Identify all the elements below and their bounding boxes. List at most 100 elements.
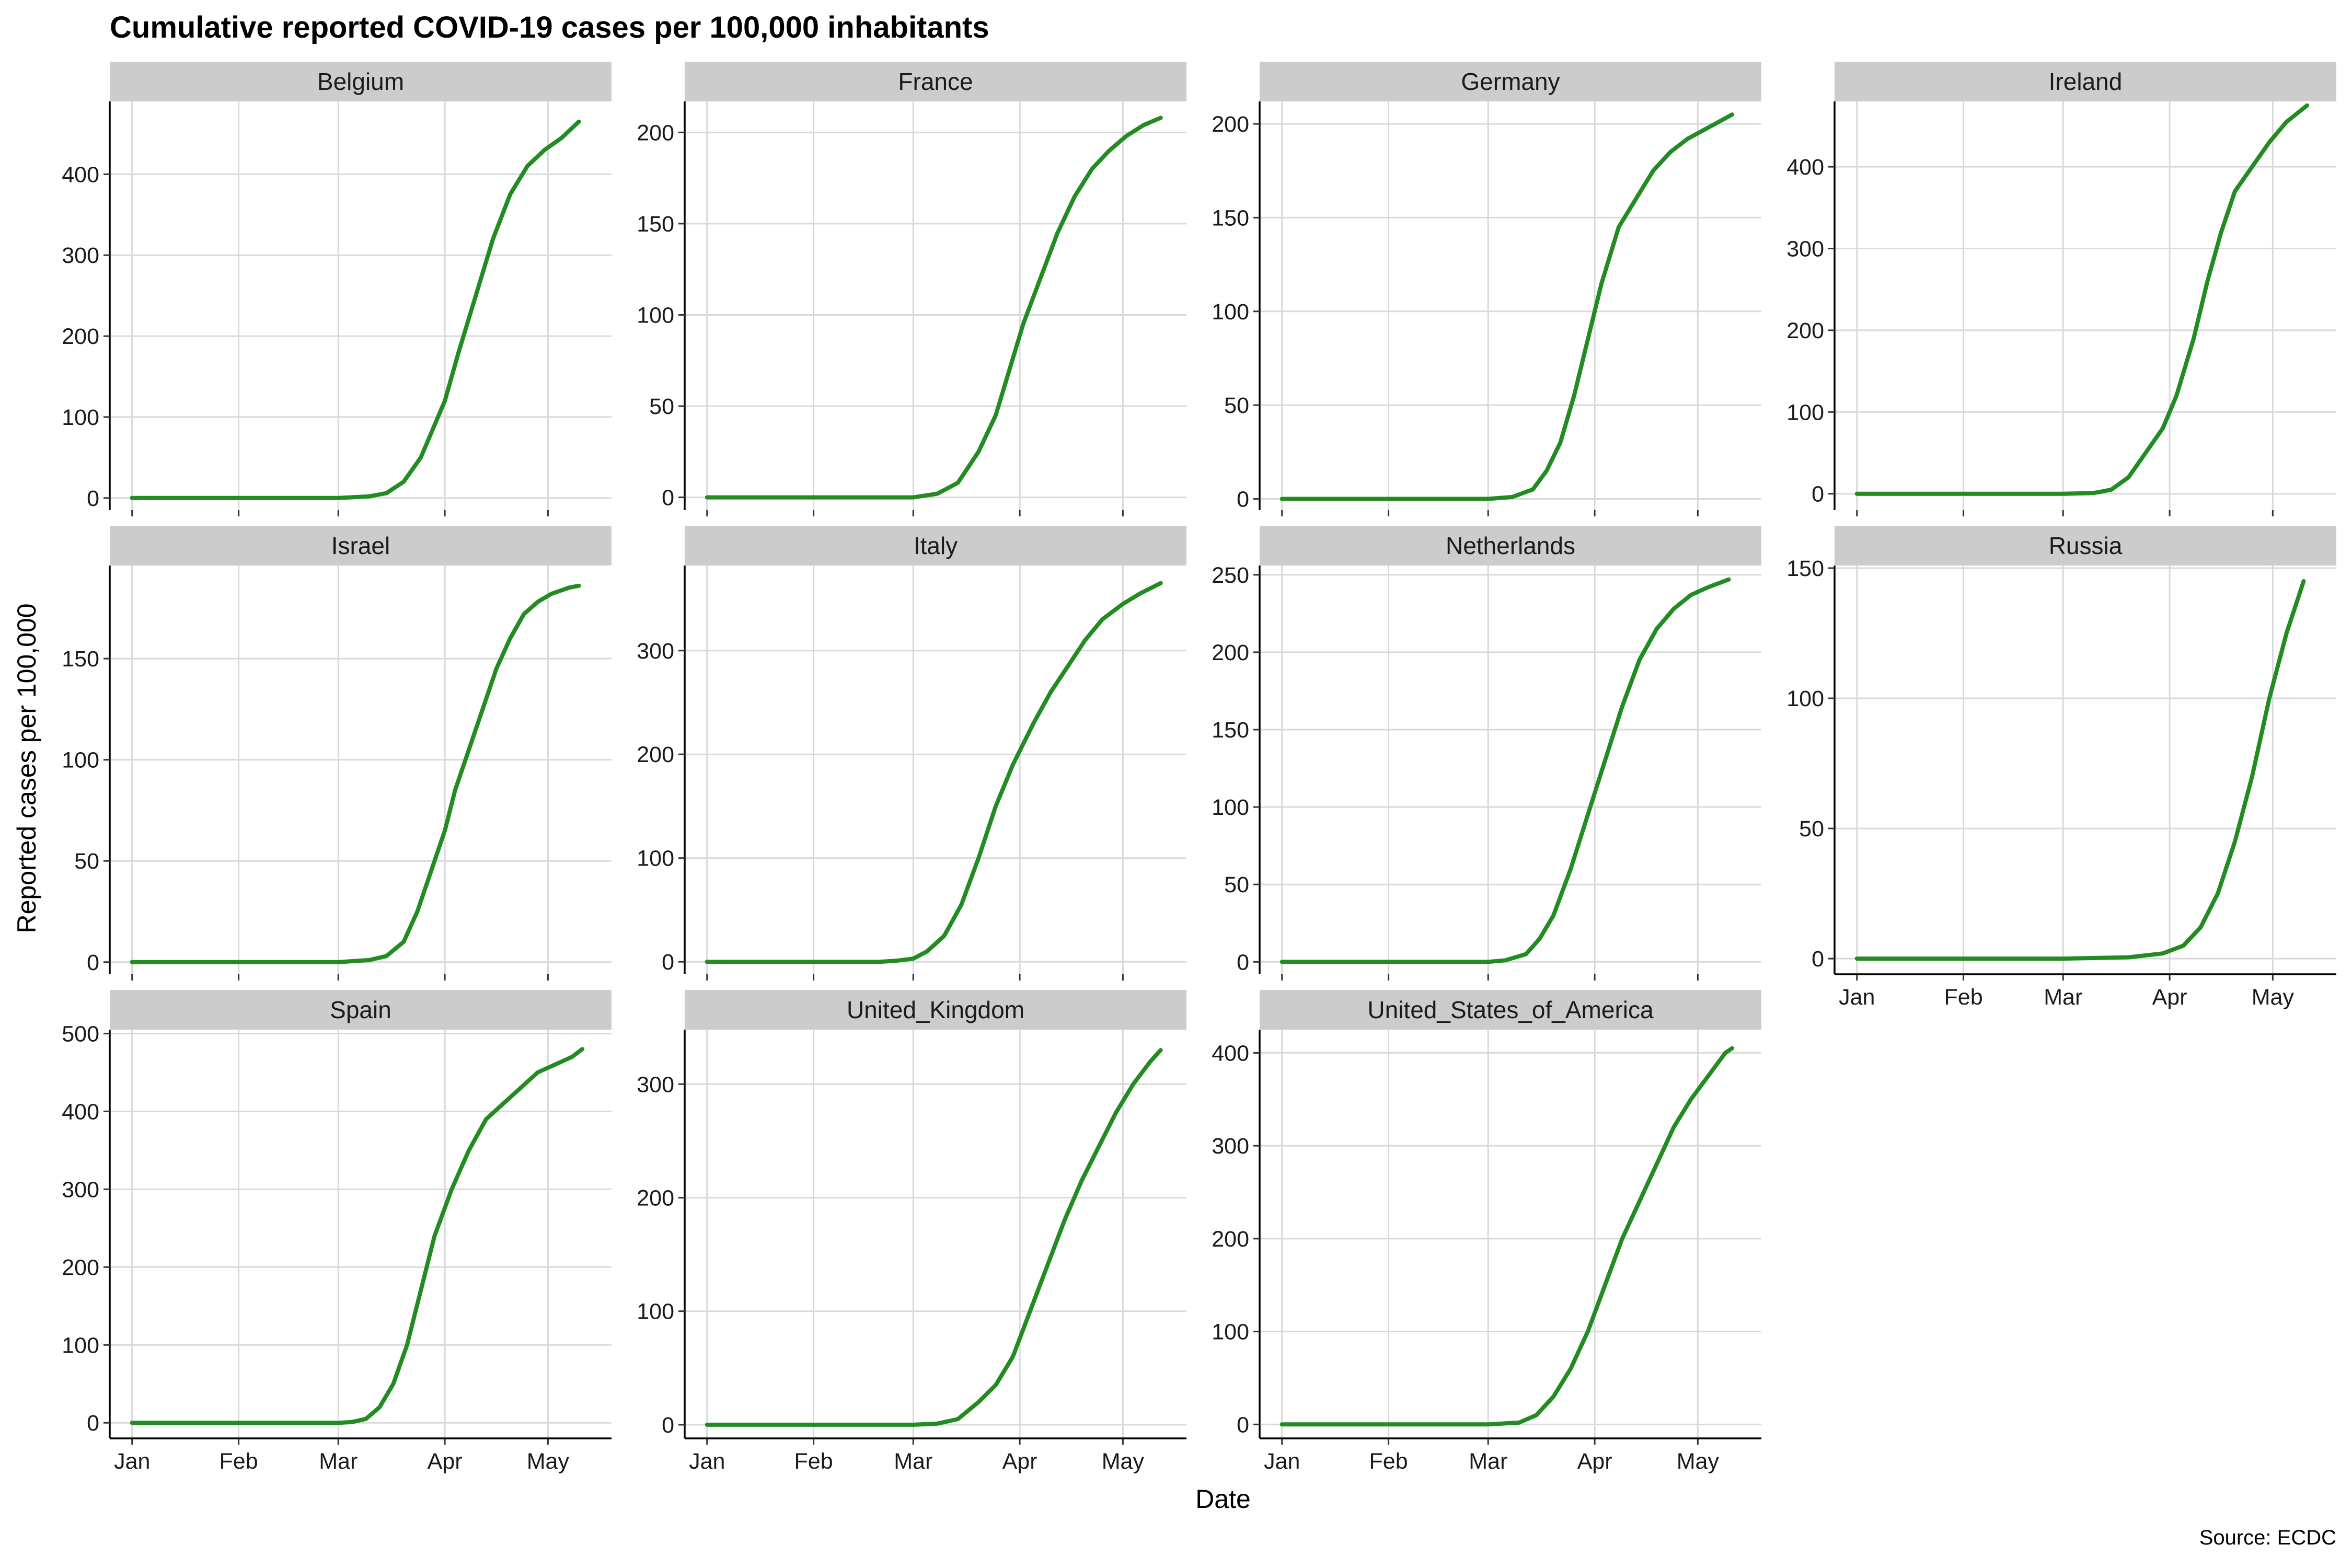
y-tick-label: 150 [1212, 718, 1249, 743]
strip-label-france: France [898, 68, 973, 95]
y-tick-label: 0 [662, 950, 674, 975]
strip-russia [1835, 526, 2336, 566]
y-axis-title: Reported cases per 100,000 [12, 604, 41, 933]
y-tick-label: 50 [1224, 393, 1249, 418]
y-tick-label: 300 [637, 639, 674, 664]
panel-spain: Spain 0 100 200 300 400 500 Jan Feb Mar Apr May [62, 990, 612, 1474]
y-tick-label: 300 [1786, 237, 1824, 262]
x-tick-label: Apr [1002, 1449, 1037, 1474]
y-tick-label: 100 [1212, 299, 1249, 325]
y-tick-label: 0 [1237, 950, 1249, 975]
y-tick-label: 200 [1212, 112, 1249, 137]
y-tick-label: 150 [1212, 205, 1249, 230]
y-tick-label: 300 [62, 1177, 99, 1202]
y-tick-label: 100 [1212, 795, 1249, 820]
y-tick-label: 400 [1212, 1041, 1249, 1066]
y-tick-label: 300 [1212, 1134, 1249, 1159]
y-tick-label: 400 [62, 1099, 99, 1124]
source-caption: Source: ECDC [2199, 1526, 2336, 1549]
y-tick-label: 100 [1212, 1320, 1249, 1345]
x-tick-label: Jan [689, 1449, 725, 1474]
y-tick-label: 200 [62, 324, 99, 349]
panel-russia: Russia 0 50 100 150 Jan Feb Mar Apr May [1786, 526, 2336, 1010]
y-tick-label: 200 [637, 1185, 674, 1210]
y-tick-label: 100 [637, 1299, 674, 1324]
y-tick-label: 100 [637, 303, 674, 328]
strip-label-russia: Russia [2049, 532, 2123, 559]
y-tick-label: 200 [62, 1255, 99, 1280]
panel-france: France 0 50 100 150 200 [637, 62, 1186, 516]
x-tick-label: Mar [894, 1449, 932, 1474]
y-tick-label: 250 [1212, 563, 1249, 588]
x-tick-label: Jan [114, 1449, 150, 1474]
y-tick-label: 400 [1786, 155, 1824, 180]
y-tick-label: 200 [1786, 318, 1824, 343]
series-line-united-states-of-america [1279, 1046, 1735, 1427]
x-tick-label: Jan [1839, 985, 1875, 1010]
series-line-germany [1279, 112, 1735, 501]
x-tick-label: Feb [1944, 985, 1983, 1010]
strip-ireland [1835, 62, 2336, 101]
y-tick-label: 0 [1237, 1412, 1249, 1437]
strip-israel [110, 526, 612, 566]
y-tick-label: 100 [62, 405, 99, 430]
y-tick-label: 300 [62, 243, 99, 268]
strip-germany [1260, 62, 1761, 101]
x-tick-label: Mar [2044, 985, 2082, 1010]
strip-label-netherlands: Netherlands [1446, 532, 1575, 559]
y-tick-label: 200 [1212, 1227, 1249, 1252]
series-line-belgium [130, 119, 581, 500]
series-line-netherlands [1279, 577, 1731, 964]
strip-label-germany: Germany [1461, 68, 1560, 95]
panel-israel: Israel 0 50 100 150 [62, 526, 612, 981]
y-tick-label: 50 [649, 394, 674, 419]
panel-united-states-of-america: United_States_of_America 0 100 200 300 400 Jan… [1212, 990, 1761, 1474]
series-line-france [705, 116, 1163, 500]
x-tick-label: Mar [319, 1449, 358, 1474]
y-tick-label: 0 [662, 1413, 674, 1438]
y-tick-label: 0 [1812, 947, 1824, 972]
series-line-ireland [1854, 103, 2310, 496]
panel-united-kingdom: United_Kingdom 0 100 200 300 Jan Feb Mar Apr May [637, 990, 1186, 1474]
strip-label-belgium: Belgium [317, 68, 404, 95]
y-tick-label: 150 [637, 212, 674, 237]
x-tick-label: May [2252, 985, 2295, 1010]
series-line-russia [1854, 579, 2306, 961]
y-tick-label: 0 [1237, 487, 1249, 512]
y-tick-label: 100 [1786, 686, 1824, 711]
y-tick-label: 100 [62, 1333, 99, 1358]
strip-label-italy: Italy [914, 532, 958, 559]
x-axis-title: Date [1195, 1484, 1251, 1514]
panel-netherlands: Netherlands 0 50 100 150 200 250 [1212, 526, 1761, 981]
strip-spain [110, 990, 612, 1030]
y-tick-label: 300 [637, 1072, 674, 1097]
y-tick-label: 150 [1786, 556, 1824, 581]
chart-title: Cumulative reported COVID-19 cases per 1… [110, 10, 989, 44]
y-tick-label: 200 [637, 742, 674, 767]
x-tick-label: Jan [1264, 1449, 1300, 1474]
strip-label-israel: Israel [331, 532, 390, 559]
x-tick-label: Apr [2152, 985, 2187, 1010]
strip-france [685, 62, 1186, 101]
series-line-israel [130, 583, 581, 964]
strip-italy [685, 526, 1186, 566]
series-line-spain [130, 1047, 585, 1425]
strip-belgium [110, 62, 612, 101]
y-tick-label: 0 [87, 486, 99, 511]
y-tick-label: 100 [1786, 400, 1824, 425]
y-tick-label: 0 [87, 950, 99, 975]
x-tick-label: May [527, 1449, 570, 1474]
y-tick-label: 200 [1212, 640, 1249, 665]
strip-label-spain: Spain [330, 996, 391, 1023]
strip-netherlands [1260, 526, 1761, 566]
y-tick-label: 0 [662, 486, 674, 511]
facet-panels: Belgium0100200300400France050100150200Ge… [62, 62, 2336, 1474]
panel-italy: Italy 0 100 200 300 [637, 526, 1186, 981]
y-tick-label: 0 [1812, 482, 1824, 507]
x-tick-label: Apr [428, 1449, 463, 1474]
x-tick-label: Feb [1369, 1449, 1408, 1474]
panel-germany: Germany 0 50 100 150 200 [1212, 62, 1761, 516]
y-tick-label: 150 [62, 647, 99, 672]
strip-united-states-of-america [1260, 990, 1761, 1030]
